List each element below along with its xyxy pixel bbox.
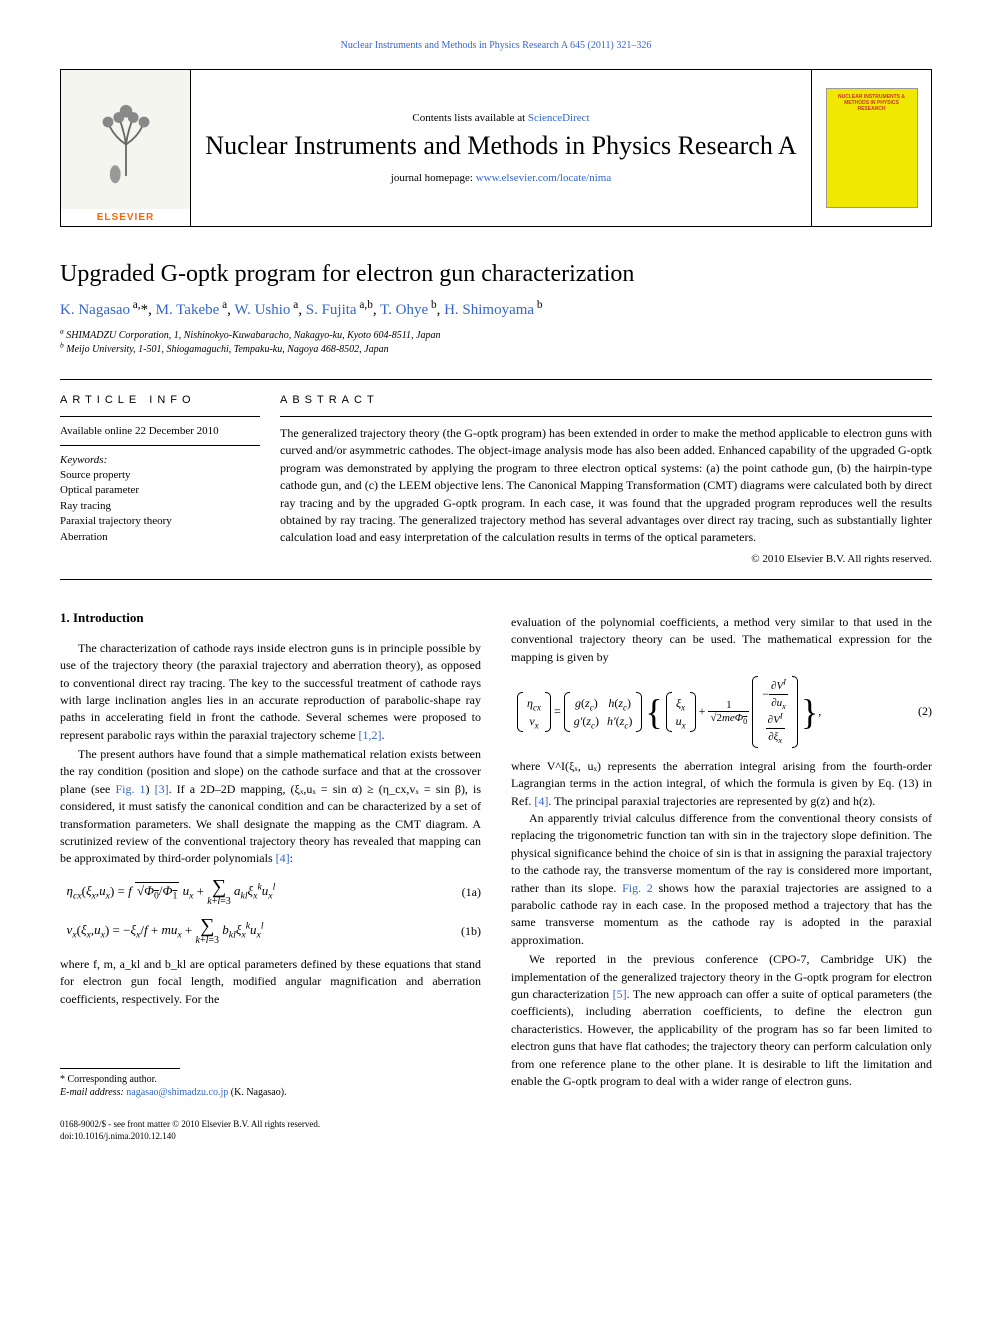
elsevier-tree-logo xyxy=(61,70,190,209)
abstract-text: The generalized trajectory theory (the G… xyxy=(280,425,932,547)
journal-masthead: ELSEVIER Contents lists available at Sci… xyxy=(60,69,932,227)
author-ushio[interactable]: W. Ushio xyxy=(234,302,290,318)
contents-prefix: Contents lists available at xyxy=(412,112,527,124)
contents-list-line: Contents lists available at ScienceDirec… xyxy=(412,112,589,124)
keyword: Optical parameter xyxy=(60,483,260,498)
masthead-left: ELSEVIER xyxy=(61,70,191,226)
col2-continuation: evaluation of the polynomial coefficient… xyxy=(511,614,932,666)
abstract-block: ABSTRACT The generalized trajectory theo… xyxy=(280,380,932,579)
corresponding-email-link[interactable]: nagasao@shimadzu.co.jp xyxy=(126,1087,228,1098)
ref-link-4[interactable]: [4] xyxy=(276,851,290,865)
column-left: 1. Introduction The characterization of … xyxy=(60,610,481,1143)
fig-2-link[interactable]: Fig. 2 xyxy=(622,881,653,895)
available-online-date: Available online 22 December 2010 xyxy=(60,425,260,437)
info-rule-1 xyxy=(60,416,260,417)
elsevier-label: ELSEVIER xyxy=(61,209,190,226)
issue-cover-thumbnail: NUCLEAR INSTRUMENTS & METHODS IN PHYSICS… xyxy=(826,88,918,208)
keyword: Source property xyxy=(60,468,260,483)
equation-1b-body: vx(ξx,ux) = −ξx/f + mux + ∑k+l=3 bklξxku… xyxy=(60,917,441,946)
equation-1b-label: (1b) xyxy=(441,924,481,939)
issue-cover-title: NUCLEAR INSTRUMENTS & METHODS IN PHYSICS… xyxy=(830,95,914,112)
footnote-rule xyxy=(60,1068,180,1069)
equation-1a-body: ηcx(ξx,ux) = f √Φ0/Φ1 ux + ∑k+l=3 aklξxk… xyxy=(60,878,441,907)
col2-para-3: We reported in the previous conference (… xyxy=(511,951,932,1090)
ref-link-3[interactable]: [3] xyxy=(155,782,169,796)
equation-2-body: ηcxvx = g(zc)g′(zc)h(zc)h′(zc) { ξxux + … xyxy=(511,676,892,748)
equation-1a: ηcx(ξx,ux) = f √Φ0/Φ1 ux + ∑k+l=3 aklξxk… xyxy=(60,878,481,907)
affiliation-a: a SHIMADZU Corporation, 1, Nishinokyo-Ku… xyxy=(60,329,932,343)
sciencedirect-link[interactable]: ScienceDirect xyxy=(528,112,590,124)
homepage-prefix: journal homepage: xyxy=(391,172,476,184)
where-text-2: where V^I(ξₓ, uₓ) represents the aberrat… xyxy=(511,758,932,810)
author-takebe[interactable]: M. Takebe xyxy=(156,302,220,318)
keywords-label: Keywords: xyxy=(60,454,260,466)
journal-name: Nuclear Instruments and Methods in Physi… xyxy=(205,130,796,163)
article-info-label: ARTICLE INFO xyxy=(60,394,260,406)
info-rule-2 xyxy=(60,445,260,446)
fig-1-link[interactable]: Fig. 1 xyxy=(115,782,145,796)
abstract-label: ABSTRACT xyxy=(280,394,932,406)
page-footer: 0168-9002/$ - see front matter © 2010 El… xyxy=(60,1118,481,1142)
ref-link-1-2[interactable]: [1,2] xyxy=(359,728,382,742)
equation-2: ηcxvx = g(zc)g′(zc)h(zc)h′(zc) { ξxux + … xyxy=(511,676,932,748)
running-header: Nuclear Instruments and Methods in Physi… xyxy=(60,40,932,51)
column-right: evaluation of the polynomial coefficient… xyxy=(511,610,932,1143)
footer-doi: doi:10.1016/j.nima.2010.12.140 xyxy=(60,1130,481,1142)
affiliations: a SHIMADZU Corporation, 1, Nishinokyo-Ku… xyxy=(60,329,932,357)
keyword: Aberration xyxy=(60,530,260,545)
author-list: K. Nagasao a,*, M. Takebe a, W. Ushio a,… xyxy=(60,302,932,319)
masthead-center: Contents lists available at ScienceDirec… xyxy=(191,70,811,226)
keyword: Ray tracing xyxy=(60,499,260,514)
equation-1a-label: (1a) xyxy=(441,885,481,900)
section-1-heading: 1. Introduction xyxy=(60,610,481,626)
equation-2-label: (2) xyxy=(892,704,932,719)
abstract-copyright: © 2010 Elsevier B.V. All rights reserved… xyxy=(280,553,932,565)
corresponding-author-note: * Corresponding author. xyxy=(60,1073,481,1087)
masthead-right: NUCLEAR INSTRUMENTS & METHODS IN PHYSICS… xyxy=(811,70,931,226)
info-abstract-row: ARTICLE INFO Available online 22 Decembe… xyxy=(60,379,932,580)
body-columns: 1. Introduction The characterization of … xyxy=(60,610,932,1143)
col2-para-2: An apparently trivial calculus differenc… xyxy=(511,810,932,949)
affiliation-b: b Meijo University, 1-501, Shiogamaguchi… xyxy=(60,343,932,357)
ref-link-5[interactable]: [5] xyxy=(613,987,627,1001)
intro-para-1: The characterization of cathode rays ins… xyxy=(60,640,481,744)
author-nagasao[interactable]: K. Nagasao xyxy=(60,302,130,318)
author-shimoyama[interactable]: H. Shimoyama xyxy=(444,302,534,318)
journal-homepage-link[interactable]: www.elsevier.com/locate/nima xyxy=(476,172,612,184)
article-info-block: ARTICLE INFO Available online 22 Decembe… xyxy=(60,380,280,579)
footer-front-matter: 0168-9002/$ - see front matter © 2010 El… xyxy=(60,1118,481,1130)
abstract-rule xyxy=(280,416,932,417)
email-footnote: E-mail address: nagasao@shimadzu.co.jp (… xyxy=(60,1086,481,1100)
journal-homepage-line: journal homepage: www.elsevier.com/locat… xyxy=(391,172,611,184)
intro-para-2: The present authors have found that a si… xyxy=(60,746,481,868)
article-title: Upgraded G-optk program for electron gun… xyxy=(60,261,932,288)
equation-1b: vx(ξx,ux) = −ξx/f + mux + ∑k+l=3 bklξxku… xyxy=(60,917,481,946)
where-text-1: where f, m, a_kl and b_kl are optical pa… xyxy=(60,956,481,1008)
keywords-list: Source property Optical parameter Ray tr… xyxy=(60,468,260,545)
ref-link-4b[interactable]: [4] xyxy=(534,794,548,808)
keyword: Paraxial trajectory theory xyxy=(60,514,260,529)
author-fujita[interactable]: S. Fujita xyxy=(306,302,357,318)
author-ohye[interactable]: T. Ohye xyxy=(380,302,428,318)
